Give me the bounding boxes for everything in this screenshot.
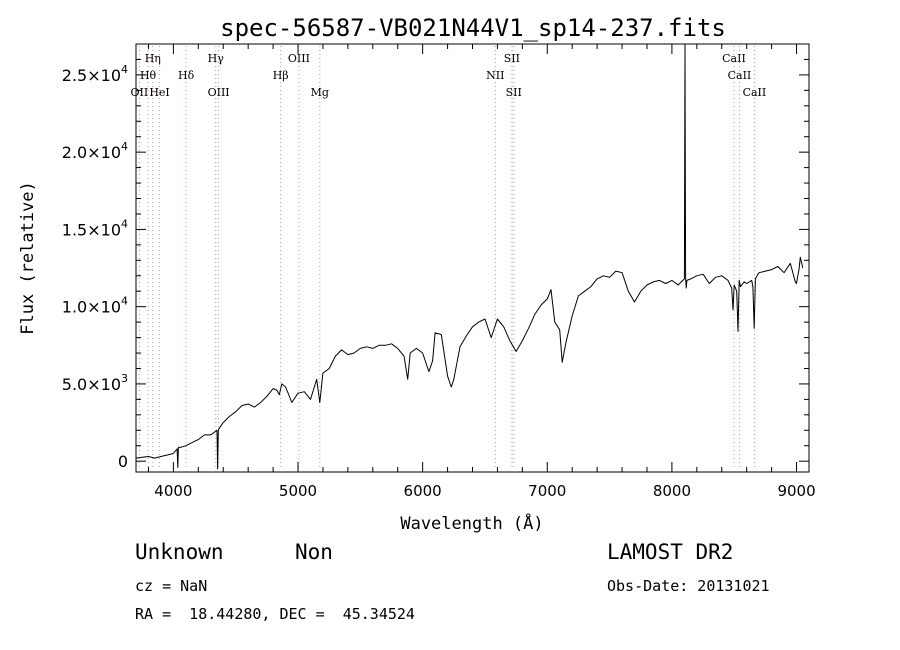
spectral-line-label: CaII bbox=[728, 69, 752, 82]
ra-dec-coordinates: RA = 18.44280, DEC = 45.34524 bbox=[135, 605, 415, 623]
spectral-line-label: Hβ bbox=[273, 69, 289, 82]
tick-layer: 4000 5000 6000 7000 8000 900005.0×1031.0×1041… bbox=[62, 44, 816, 500]
spectral-line-label: CaII bbox=[722, 52, 746, 65]
y-tick-label: 1.5×104 bbox=[62, 217, 128, 239]
x-tick-label: 6000 bbox=[404, 482, 442, 500]
series-layer bbox=[135, 43, 804, 470]
x-tick-label: 9000 bbox=[777, 482, 815, 500]
spectral-line-label: Mg bbox=[311, 86, 329, 99]
y-tick-label: 5.0×103 bbox=[62, 372, 128, 394]
y-tick-mantissa: 2.5×10 bbox=[62, 66, 121, 85]
x-tick-label: 7000 bbox=[528, 482, 566, 500]
spectral-line-label: NII bbox=[486, 69, 504, 82]
spectral-line-label: Hγ bbox=[208, 52, 225, 65]
spectral-line-label: CaII bbox=[743, 86, 767, 99]
x-tick-label: 5000 bbox=[279, 482, 317, 500]
spectral-line-label: HeI bbox=[149, 86, 169, 99]
observation-date: Obs-Date: 20131021 bbox=[607, 577, 770, 595]
y-tick-label: 1.0×104 bbox=[62, 295, 128, 317]
y-tick-mantissa: 1.5×10 bbox=[62, 220, 121, 239]
spectral-line-label: OIII bbox=[288, 52, 310, 65]
y-tick-label: 0 bbox=[118, 452, 128, 471]
survey-name: LAMOST DR2 bbox=[607, 540, 734, 564]
spectrum-series-line bbox=[135, 43, 804, 470]
spectral-line-label: Hδ bbox=[178, 69, 195, 82]
x-tick-label: 4000 bbox=[154, 482, 192, 500]
y-tick-label: 2.5×104 bbox=[62, 63, 128, 85]
y-tick-exponent: 4 bbox=[121, 217, 128, 230]
object-type: Unknown bbox=[135, 540, 224, 564]
spectral-line-label: OIII bbox=[208, 86, 230, 99]
redshift-cz: cz = NaN bbox=[135, 577, 208, 595]
y-axis-label: Flux (relative) bbox=[18, 181, 38, 335]
y-tick-mantissa: 5.0×10 bbox=[62, 375, 121, 394]
y-tick-mantissa: 0 bbox=[118, 452, 128, 471]
spectral-line-label: SII bbox=[504, 52, 520, 65]
chart-title: spec-56587-VB021N44V1_sp14-237.fits bbox=[220, 14, 726, 42]
y-tick-mantissa: 2.0×10 bbox=[62, 143, 121, 162]
object-class: Non bbox=[295, 540, 333, 564]
spectral-line-label: OII bbox=[131, 86, 149, 99]
y-tick-exponent: 4 bbox=[121, 140, 128, 153]
y-tick-mantissa: 1.0×10 bbox=[62, 298, 121, 317]
spectral-line-label: Hη bbox=[145, 52, 161, 65]
x-axis-label: Wavelength (Å) bbox=[400, 512, 543, 534]
plot-frame bbox=[135, 43, 810, 473]
y-tick-exponent: 3 bbox=[121, 372, 128, 385]
spectral-line-label: SII bbox=[506, 86, 522, 99]
line-marker-layer bbox=[138, 46, 755, 470]
x-tick-label: 8000 bbox=[653, 482, 691, 500]
y-tick-exponent: 4 bbox=[121, 295, 128, 308]
y-tick-label: 2.0×104 bbox=[62, 140, 128, 162]
y-tick-exponent: 4 bbox=[121, 63, 128, 76]
spectral-line-label: Hθ bbox=[140, 69, 157, 82]
